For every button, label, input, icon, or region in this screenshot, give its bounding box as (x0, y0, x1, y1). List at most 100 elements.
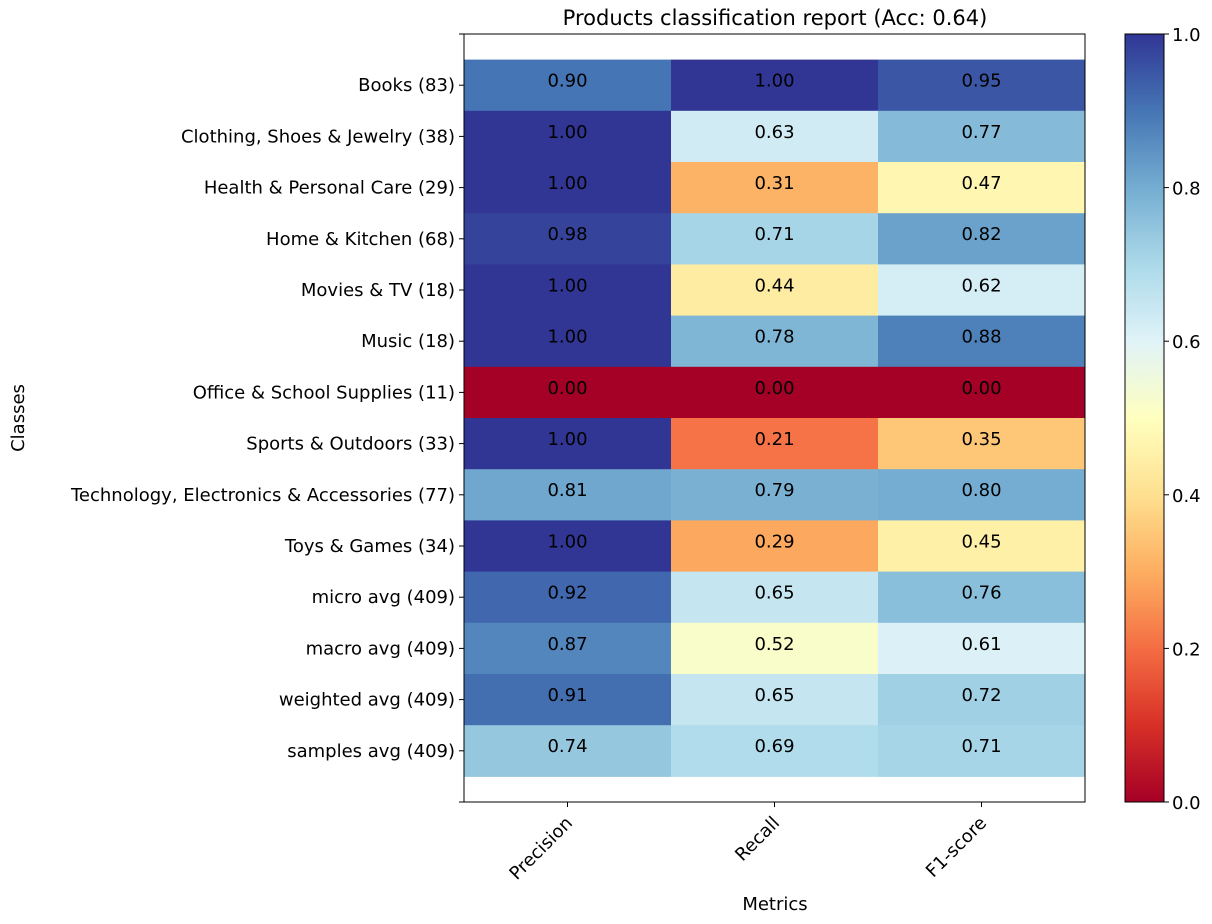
cell-value-label: 0.69 (754, 736, 794, 757)
cell-value-label: 0.95 (961, 71, 1001, 92)
y-tick-marks (459, 33, 464, 803)
cell-value-label: 0.63 (754, 122, 794, 143)
colorbar-tick-label: 0.8 (1172, 179, 1201, 200)
y-tick-label: micro avg (409) (312, 587, 455, 608)
colorbar-tick-label: 1.0 (1172, 25, 1201, 46)
colorbar-ticks: 0.0 0.2 0.4 0.6 0.8 1.0 (1164, 25, 1201, 814)
cell-value-label: 0.90 (547, 71, 587, 92)
heatmap-cell (464, 213, 672, 265)
heatmap-cell (878, 264, 1086, 317)
heatmap-cell (671, 725, 879, 777)
heatmap-cell (464, 571, 672, 624)
heatmap-cell (464, 418, 672, 470)
cell-value-label: 0.31 (754, 173, 794, 194)
y-tick-labels: Books (83) Clothing, Shoes & Jewelry (38)… (70, 75, 455, 762)
y-tick-label: Clothing, Shoes & Jewelry (38) (181, 126, 455, 147)
heatmap-cell (671, 162, 879, 214)
y-tick-label: macro avg (409) (306, 638, 455, 659)
colorbar-tick-label: 0.0 (1172, 793, 1201, 814)
heatmap-cell (671, 571, 879, 624)
cell-value-label: 0.92 (547, 583, 587, 604)
x-tick-label: F1-score (922, 813, 991, 882)
cell-value-label: 0.76 (961, 583, 1001, 604)
heatmap-cell (464, 520, 672, 573)
y-axis-label: Classes (8, 384, 29, 452)
cell-value-label: 1.00 (547, 122, 587, 143)
cell-value-label: 0.45 (961, 531, 1001, 552)
y-tick-label: Movies & TV (18) (301, 280, 455, 301)
y-tick-label: Health & Personal Care (29) (204, 178, 455, 199)
heatmap-cell (878, 110, 1086, 163)
heatmap-cells: 0.90 1.00 0.95 1.00 0.63 0.77 1.00 0.31 0.47 0.98… (464, 59, 1086, 777)
heatmap-cell (878, 366, 1086, 419)
heatmap-cell (464, 622, 672, 675)
cell-value-label: 0.52 (754, 634, 794, 655)
cell-value-label: 0.00 (754, 378, 794, 399)
colorbar-tick-label: 0.6 (1172, 332, 1201, 353)
heatmap-cell (671, 59, 879, 112)
y-tick-label: Sports & Outdoors (33) (246, 434, 455, 455)
heatmap-cell (878, 674, 1086, 726)
cell-value-label: 0.65 (754, 583, 794, 604)
cell-value-label: 0.78 (754, 327, 794, 348)
y-tick-label: Books (83) (358, 75, 455, 96)
heatmap-cell (464, 674, 672, 726)
heatmap-cell (878, 725, 1086, 777)
cell-value-label: 0.44 (754, 275, 794, 296)
cell-value-label: 0.62 (961, 275, 1001, 296)
cell-value-label: 1.00 (754, 71, 794, 92)
heatmap-cell (671, 622, 879, 675)
heatmap-cell (671, 264, 879, 317)
heatmap-cell (671, 469, 879, 521)
heatmap-cell (878, 520, 1086, 573)
y-tick-label: Technology, Electronics & Accessories (7… (70, 485, 455, 506)
heatmap-cell (464, 162, 672, 214)
heatmap-cell (464, 469, 672, 521)
heatmap-cell (464, 110, 672, 163)
x-axis-label: Metrics (742, 894, 807, 915)
cell-value-label: 0.61 (961, 634, 1001, 655)
heatmap-cell (878, 469, 1086, 521)
cell-value-label: 1.00 (547, 531, 587, 552)
heatmap-cell (878, 59, 1086, 112)
cell-value-label: 1.00 (547, 327, 587, 348)
cell-value-label: 0.91 (547, 685, 587, 706)
y-tick-label: Office & School Supplies (11) (193, 382, 455, 403)
y-tick-label: Home & Kitchen (68) (266, 229, 455, 250)
cell-value-label: 0.79 (754, 480, 794, 501)
colorbar-tick-label: 0.2 (1172, 639, 1201, 660)
x-tick-labels: Precision Recall F1-score (505, 802, 991, 884)
cell-value-label: 1.00 (547, 429, 587, 450)
cell-value-label: 0.00 (547, 378, 587, 399)
cell-value-label: 0.77 (961, 122, 1001, 143)
heatmap-cell (671, 315, 879, 368)
heatmap-cell (878, 315, 1086, 368)
cell-value-label: 0.35 (961, 429, 1001, 450)
cell-value-label: 0.65 (754, 685, 794, 706)
cell-value-label: 1.00 (547, 173, 587, 194)
cell-value-label: 0.82 (961, 224, 1001, 245)
heatmap-cell (671, 674, 879, 726)
y-tick-label: Toys & Games (34) (284, 536, 455, 557)
cell-value-label: 0.72 (961, 685, 1001, 706)
y-tick-label: Music (18) (361, 331, 455, 352)
cell-value-label: 0.80 (961, 480, 1001, 501)
y-tick-label: weighted avg (409) (279, 690, 455, 711)
cell-value-label: 0.74 (547, 736, 587, 757)
heatmap-cell (878, 162, 1086, 214)
heatmap-cell (878, 213, 1086, 265)
heatmap-cell (464, 59, 672, 112)
heatmap-cell (671, 110, 879, 163)
cell-value-label: 0.71 (961, 736, 1001, 757)
heatmap-cell (464, 264, 672, 317)
cell-value-label: 0.71 (754, 224, 794, 245)
heatmap-cell (671, 520, 879, 573)
cell-value-label: 0.21 (754, 429, 794, 450)
colorbar-tick-label: 0.4 (1172, 486, 1201, 507)
heatmap-cell (464, 315, 672, 368)
cell-value-label: 0.00 (961, 378, 1001, 399)
chart-title: Products classification report (Acc: 0.6… (563, 6, 988, 30)
heatmap-cell (464, 366, 672, 419)
cell-value-label: 0.87 (547, 634, 587, 655)
